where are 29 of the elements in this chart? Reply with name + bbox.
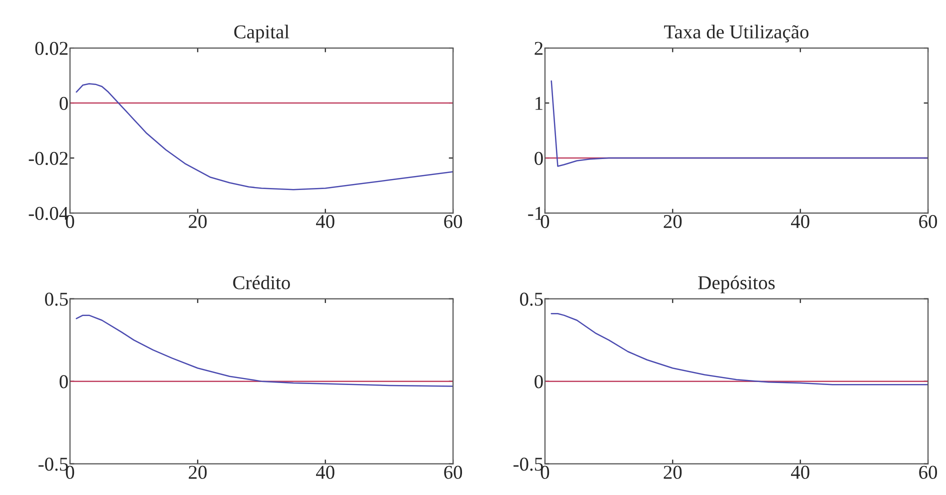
x-tick-label: 20 [188,466,207,479]
y-tick-label: -0.5 [38,458,68,471]
x-tick-label: 40 [316,214,334,228]
y-tick-label: 0.5 [45,292,68,306]
x-tick-label: 20 [188,214,207,228]
x-tick-label: 60 [444,214,462,228]
y-tick-label: -0.5 [514,458,543,471]
y-tick-label: 0 [534,375,543,388]
y-tick-label: 0.5 [520,292,543,306]
x-tick-label: 20 [664,214,682,228]
x-tick-label: 60 [444,466,462,479]
y-tick-label: 1 [536,96,542,110]
y-tick-label: 0 [534,152,543,165]
y-tick-label: 2 [534,42,543,55]
x-tick-label: 60 [919,214,938,228]
x-tick-label: 40 [316,466,334,479]
chart-title: Crédito [233,276,290,290]
chart-title: Depósitos [698,276,775,294]
y-tick-label: 0 [60,375,68,388]
y-tick-label: 0 [60,96,68,110]
y-tick-label: 0.02 [35,42,68,56]
x-tick-label: 40 [791,466,810,479]
y-tick-label: -1 [528,206,542,220]
chart-title: Capital [234,24,290,42]
chart-title: Taxa de Utilização [664,24,808,42]
y-tick-label: -0.02 [28,152,68,166]
x-tick-label: 20 [664,466,682,479]
x-tick-label: 60 [919,466,938,479]
x-tick-label: 40 [791,214,810,228]
